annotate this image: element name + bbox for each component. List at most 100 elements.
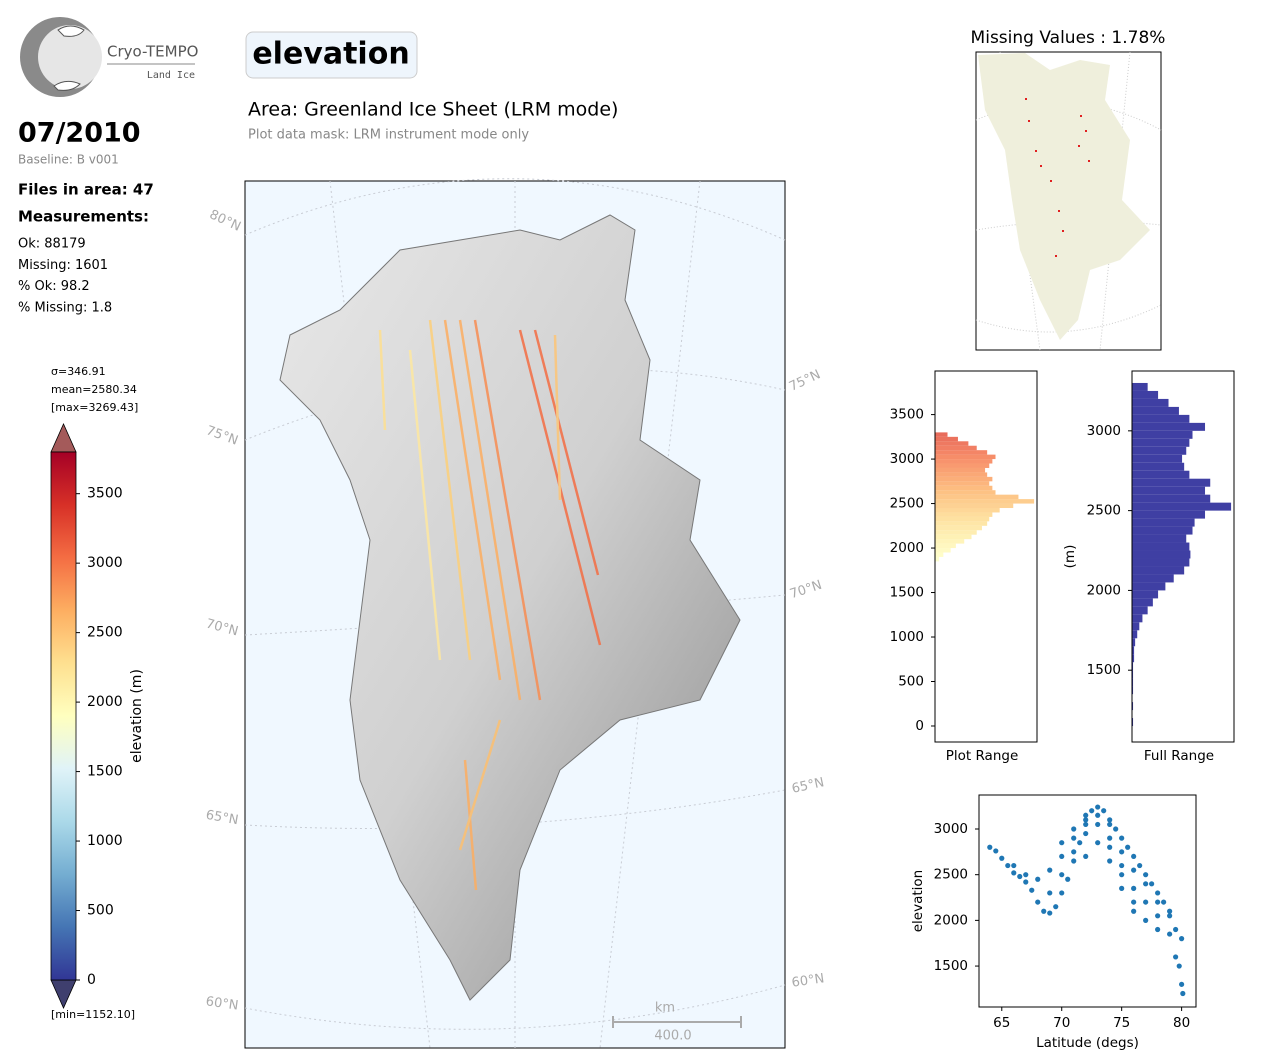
bar	[1132, 526, 1193, 535]
x-label: Latitude (degs)	[1036, 1035, 1139, 1051]
tick-label: 3000	[934, 821, 968, 837]
missing-title: Missing Values : 1.78%	[971, 28, 1166, 48]
bar	[935, 530, 977, 535]
bar	[935, 485, 993, 491]
bar	[935, 459, 993, 464]
bar	[935, 436, 958, 442]
tick-label: 2000	[890, 540, 924, 556]
tick-label: 1500	[890, 585, 924, 601]
annotation: mean=2580.34	[51, 383, 137, 396]
point	[1083, 830, 1089, 837]
bar	[935, 490, 996, 495]
bar	[935, 499, 1035, 504]
bar	[1132, 462, 1185, 471]
point	[1161, 899, 1167, 905]
point	[1173, 954, 1179, 960]
point	[1029, 887, 1035, 893]
bar	[1132, 510, 1206, 519]
missing-points	[1025, 98, 1090, 257]
bar	[935, 539, 965, 544]
point	[1131, 908, 1137, 914]
annotation: σ=346.91	[51, 365, 106, 378]
point	[1143, 917, 1149, 923]
lat-label: 80°N	[207, 207, 243, 234]
point	[1065, 876, 1071, 882]
point	[1059, 853, 1065, 860]
point	[1059, 840, 1065, 846]
lat-label: 70°N	[788, 578, 824, 602]
point	[1083, 812, 1089, 818]
extend-top	[50, 423, 77, 453]
bar	[1132, 686, 1134, 695]
tick-label: 2500	[87, 625, 123, 641]
point	[1173, 926, 1179, 933]
bar	[1132, 406, 1179, 415]
bar	[1132, 590, 1159, 599]
bar	[1132, 494, 1211, 503]
bar	[1132, 678, 1134, 687]
point	[1071, 835, 1077, 841]
logo-sub: Land Ice	[147, 70, 195, 81]
point	[1131, 885, 1137, 891]
tick-label: 500	[898, 674, 924, 690]
point	[1143, 872, 1149, 878]
bar	[935, 508, 1000, 513]
bar	[935, 476, 993, 482]
bar	[935, 521, 988, 526]
tick-label: 75	[1113, 1015, 1130, 1031]
measurements-heading: Measurements:	[18, 208, 149, 226]
point	[1047, 910, 1053, 916]
point	[1143, 899, 1149, 905]
bar	[935, 445, 977, 451]
tick-label: 1500	[87, 764, 123, 780]
annotation: [max=3269.43]	[51, 401, 138, 414]
point	[1119, 885, 1125, 891]
bar	[1132, 582, 1166, 591]
tick-label: 2500	[890, 496, 924, 512]
tick-label: 1500	[934, 958, 968, 974]
bar	[1132, 478, 1211, 487]
colorbar	[50, 451, 77, 981]
frame	[978, 794, 1197, 1008]
bar	[935, 516, 990, 522]
bar	[1132, 702, 1134, 711]
lat-label: 75°N	[204, 423, 240, 448]
y-label: elevation	[910, 870, 926, 932]
tick-label: 2500	[1087, 503, 1121, 519]
point	[1077, 840, 1083, 846]
point	[1017, 873, 1023, 880]
point	[1023, 872, 1029, 878]
bar	[935, 552, 944, 557]
tick-label: 0	[915, 718, 924, 734]
bar	[935, 503, 1014, 509]
point	[1089, 808, 1095, 814]
scale-unit: km	[655, 1001, 675, 1016]
point	[1131, 899, 1137, 905]
tick-label: 3000	[890, 451, 924, 467]
point	[1155, 913, 1161, 919]
bar	[1132, 518, 1195, 527]
bar	[1132, 542, 1190, 551]
point	[1155, 926, 1161, 933]
bar	[1132, 534, 1187, 543]
missing-map: Missing Values : 1.78%	[971, 28, 1166, 351]
title-box	[245, 31, 418, 79]
x-label: Plot Range	[946, 748, 1019, 764]
point	[1083, 817, 1089, 823]
missing-land	[978, 53, 1150, 340]
tick-label: 500	[87, 903, 114, 919]
tick-label: 80	[1173, 1015, 1190, 1031]
bar	[935, 512, 993, 517]
point	[1119, 872, 1125, 878]
extend-bottom	[50, 979, 77, 1009]
bar	[1132, 622, 1140, 631]
bar	[1132, 422, 1206, 431]
bar	[1132, 670, 1134, 679]
summary-line: Ok: 88179	[18, 237, 86, 252]
point	[1155, 899, 1161, 905]
bar	[935, 441, 969, 446]
bar	[1132, 398, 1169, 407]
title: elevation	[252, 37, 409, 72]
bar	[1132, 414, 1190, 423]
